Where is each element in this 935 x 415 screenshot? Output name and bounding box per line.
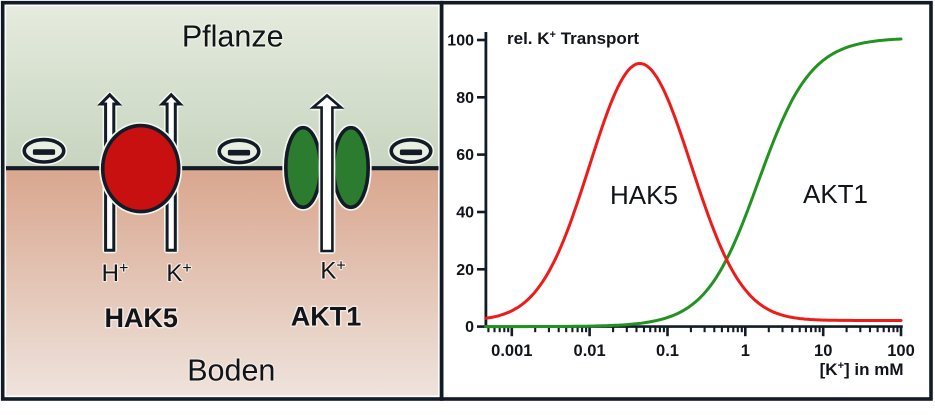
svg-text:40: 40 bbox=[456, 205, 474, 222]
svg-text:Boden: Boden bbox=[187, 354, 275, 388]
svg-text:Pflanze: Pflanze bbox=[182, 20, 284, 54]
svg-text:[K+] in mM: [K+] in mM bbox=[820, 360, 904, 379]
svg-text:60: 60 bbox=[456, 147, 474, 164]
svg-text:rel. K+ Transport: rel. K+ Transport bbox=[507, 29, 639, 48]
svg-text:AKT1: AKT1 bbox=[803, 179, 868, 209]
svg-text:0.001: 0.001 bbox=[491, 342, 532, 360]
svg-text:20: 20 bbox=[456, 262, 474, 279]
svg-text:HAK5: HAK5 bbox=[104, 303, 178, 333]
svg-text:1: 1 bbox=[741, 342, 750, 360]
svg-text:0: 0 bbox=[465, 319, 474, 336]
svg-text:0.1: 0.1 bbox=[656, 342, 679, 360]
svg-text:HAK5: HAK5 bbox=[610, 180, 678, 210]
svg-text:0.01: 0.01 bbox=[574, 342, 606, 360]
svg-text:100: 100 bbox=[447, 33, 474, 50]
svg-text:AKT1: AKT1 bbox=[291, 302, 362, 332]
svg-text:80: 80 bbox=[456, 90, 474, 107]
svg-text:100: 100 bbox=[887, 342, 915, 360]
svg-text:10: 10 bbox=[814, 342, 832, 360]
